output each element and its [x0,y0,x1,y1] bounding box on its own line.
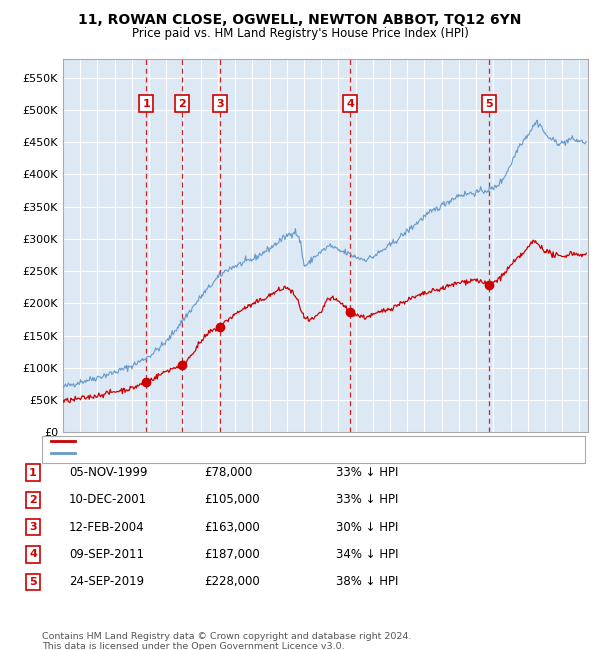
Text: 09-SEP-2011: 09-SEP-2011 [69,548,144,561]
Text: £228,000: £228,000 [204,575,260,588]
Text: £187,000: £187,000 [204,548,260,561]
Text: 05-NOV-1999: 05-NOV-1999 [69,466,148,479]
Text: 4: 4 [29,549,37,560]
Text: Price paid vs. HM Land Registry's House Price Index (HPI): Price paid vs. HM Land Registry's House … [131,27,469,40]
Text: 38% ↓ HPI: 38% ↓ HPI [336,575,398,588]
Text: 1: 1 [142,99,150,109]
Text: 2: 2 [179,99,187,109]
Text: £105,000: £105,000 [204,493,260,506]
Text: 11, ROWAN CLOSE, OGWELL, NEWTON ABBOT, TQ12 6YN: 11, ROWAN CLOSE, OGWELL, NEWTON ABBOT, T… [79,13,521,27]
Text: 1: 1 [29,467,37,478]
Text: 30% ↓ HPI: 30% ↓ HPI [336,521,398,534]
Text: 4: 4 [346,99,354,109]
Text: 11, ROWAN CLOSE, OGWELL, NEWTON ABBOT, TQ12 6YN (detached house): 11, ROWAN CLOSE, OGWELL, NEWTON ABBOT, T… [78,436,492,447]
Text: 12-FEB-2004: 12-FEB-2004 [69,521,145,534]
Text: £78,000: £78,000 [204,466,252,479]
Text: 33% ↓ HPI: 33% ↓ HPI [336,466,398,479]
Text: 2: 2 [29,495,37,505]
Text: 5: 5 [485,99,493,109]
Text: 3: 3 [29,522,37,532]
Text: £163,000: £163,000 [204,521,260,534]
Text: 10-DEC-2001: 10-DEC-2001 [69,493,147,506]
Text: 33% ↓ HPI: 33% ↓ HPI [336,493,398,506]
Text: 3: 3 [216,99,224,109]
Text: Contains HM Land Registry data © Crown copyright and database right 2024.
This d: Contains HM Land Registry data © Crown c… [42,632,412,650]
Text: 24-SEP-2019: 24-SEP-2019 [69,575,144,588]
Text: HPI: Average price, detached house, Teignbridge: HPI: Average price, detached house, Teig… [78,448,344,458]
Text: 34% ↓ HPI: 34% ↓ HPI [336,548,398,561]
Text: 5: 5 [29,577,37,587]
